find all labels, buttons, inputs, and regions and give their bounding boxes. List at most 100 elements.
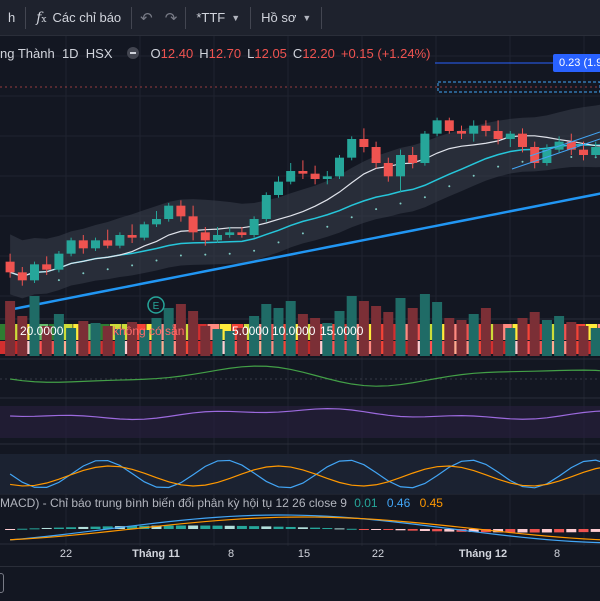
volume-bar <box>29 296 40 356</box>
candle-body <box>188 216 198 233</box>
ma-long-line <box>9 192 600 311</box>
volume-bar <box>200 326 211 356</box>
candle-body <box>383 163 393 177</box>
time-axis[interactable]: 22 Tháng 11 8 15 22 Tháng 12 8 <box>0 545 600 565</box>
volume-bar <box>261 304 272 356</box>
change-value: +0.15 (+1.24%) <box>340 45 431 61</box>
macd-hist-value: 0.01 <box>354 496 378 510</box>
candle-body <box>457 131 466 134</box>
volume-bar <box>224 331 235 356</box>
volume-bar <box>41 326 52 356</box>
macd-hist-bar <box>66 527 77 529</box>
band-unavailable: không có sẵn <box>113 324 185 338</box>
macd-hist-bar <box>249 526 260 529</box>
candle-body <box>286 171 296 182</box>
macd-title: MACD) - Chỉ báo trung bình biến đổi phân… <box>0 496 347 510</box>
zoom-handle-icon[interactable] <box>0 573 4 593</box>
dot-marker <box>448 185 451 188</box>
stoch-d-line <box>10 465 600 487</box>
candle-body <box>444 120 454 131</box>
profile-dropdown[interactable]: Hồ sơ ▼ <box>253 0 319 36</box>
candle-body <box>505 133 515 139</box>
symbol-name[interactable]: ng Thành 1D HSX <box>0 46 113 61</box>
candle-body <box>66 240 76 254</box>
volume-bar <box>371 306 382 356</box>
dot-marker <box>326 225 329 228</box>
candle-body <box>493 131 503 139</box>
dot-marker <box>399 202 402 205</box>
rsi-band <box>0 406 600 438</box>
volume-bar <box>468 314 479 356</box>
low-key: L <box>247 45 255 61</box>
chart-canvas[interactable]: E <box>0 36 600 581</box>
macd-hist-bar <box>517 529 528 533</box>
volume-bar <box>383 312 394 356</box>
undo-icon: ↶ <box>140 9 153 27</box>
volume-bar <box>480 308 491 356</box>
volume-bar <box>505 328 516 356</box>
macd-hist-bar <box>175 525 186 529</box>
candle-body <box>335 157 344 177</box>
dot-marker <box>155 259 158 262</box>
volume-bar <box>419 294 430 356</box>
stoch-k-line <box>9 459 600 489</box>
macd-hist-bar <box>297 527 308 529</box>
band-value-3: 10.0000 <box>272 324 316 338</box>
volume-bar <box>529 312 540 356</box>
macd-hist-bar <box>127 525 138 529</box>
volume-bar <box>590 328 600 356</box>
volume-bar <box>114 329 125 356</box>
dot-marker <box>82 272 85 275</box>
macd-hist-bar <box>17 528 28 530</box>
indicators-button[interactable]: fx Các chỉ báo <box>28 0 129 36</box>
high-value: 12.70 <box>208 45 242 61</box>
candle-body <box>152 219 161 225</box>
exchange-label: HSX <box>85 45 113 61</box>
dot-marker <box>521 160 524 163</box>
macd-hist-bar <box>78 526 89 529</box>
candle-body <box>249 219 259 235</box>
macd-hist-bar <box>480 529 491 533</box>
macd-hist-bar <box>200 525 211 529</box>
trend-line <box>511 138 600 170</box>
volume-bar <box>456 320 467 356</box>
volume-bar <box>432 302 443 356</box>
macd-signal-line <box>10 516 600 541</box>
dot-marker <box>277 241 280 244</box>
candle-body <box>432 120 442 134</box>
macd-hist-bar <box>236 525 247 529</box>
macd-hist-bar <box>493 529 504 533</box>
redo-button[interactable]: ↷ <box>159 0 184 36</box>
dot-marker <box>131 264 134 267</box>
ichimoku-cloud <box>10 104 600 299</box>
candle-body <box>103 240 113 246</box>
osc-line <box>10 365 600 387</box>
candle-body <box>322 176 332 179</box>
candle-body <box>139 224 149 238</box>
volume-bar <box>566 322 577 356</box>
volume-bar <box>151 318 162 356</box>
candle-body <box>310 173 320 179</box>
close-value: 12.20 <box>302 45 335 61</box>
macd-signal-value: 0.45 <box>419 496 443 510</box>
candle-body <box>200 232 210 241</box>
volume-bar <box>554 316 565 356</box>
macd-hist-bar <box>541 529 552 533</box>
volume-bar <box>53 314 64 356</box>
volume-bar <box>5 301 16 356</box>
candle-body <box>591 147 600 155</box>
template-dropdown[interactable]: *TTF ▼ <box>188 0 248 36</box>
candle-body <box>261 195 271 219</box>
time-tick: Tháng 12 <box>458 548 508 560</box>
band-value-4: 15.0000 <box>320 324 364 338</box>
time-tick: 8 <box>553 548 561 560</box>
range-box <box>437 81 600 93</box>
macd-hist-bar <box>163 525 174 529</box>
undo-button[interactable]: ↶ <box>134 0 159 36</box>
symbol-search-button[interactable]: h <box>0 0 23 36</box>
volume-bar <box>322 323 333 356</box>
volume-bar <box>334 311 345 356</box>
eye-icon[interactable] <box>126 47 139 59</box>
macd-hist-bar <box>395 529 406 531</box>
candle-body <box>518 133 527 147</box>
